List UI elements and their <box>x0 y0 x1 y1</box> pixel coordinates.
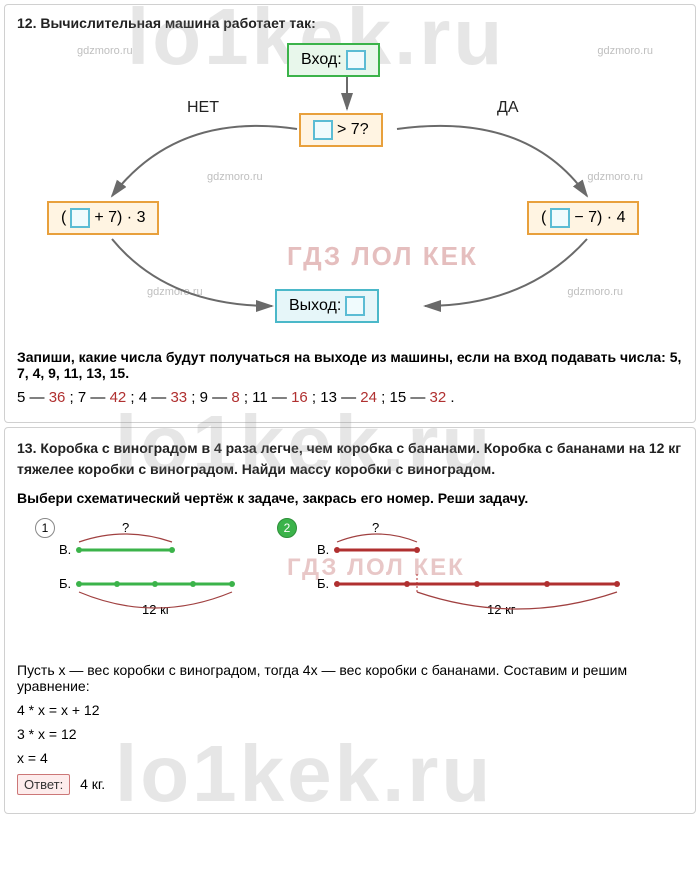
input-label: Вход: <box>301 51 342 69</box>
flowchart: gdzmoro.ru gdzmoro.ru gdzmoro.ru gdzmoro… <box>17 41 683 341</box>
answer-value: 4 кг. <box>80 776 105 792</box>
input-slot <box>346 50 366 70</box>
solution-line: 4 * x = x + 12 <box>17 702 683 718</box>
right-expr-a: ( <box>541 209 546 227</box>
left-expr-slot <box>70 208 90 228</box>
solution-block: Пусть x — вес коробки с виноградом, тогд… <box>17 662 683 766</box>
schemes-area: ГДЗ ЛОЛ КЕК 1 В. Б. ? 12 кг 2 В. Б. ? 12… <box>17 514 683 654</box>
problem-12-card: 12. Вычислительная машина работает так: … <box>4 4 696 423</box>
solution-line: 3 * x = 12 <box>17 726 683 742</box>
no-label: НЕТ <box>187 99 219 117</box>
solution-line: x = 4 <box>17 750 683 766</box>
solution-line: Пусть x — вес коробки с виноградом, тогд… <box>17 662 683 694</box>
input-box: Вход: <box>287 43 380 77</box>
right-expr-box: ( − 7) · 4 <box>527 201 639 235</box>
problem-12-answers: 5 — 36 ; 7 — 42 ; 4 — 33 ; 9 — 8 ; 11 — … <box>17 389 683 406</box>
output-slot <box>345 296 365 316</box>
problem-13-subtitle: Выбери схематический чертёж к задаче, за… <box>17 490 683 506</box>
right-expr-b: − 7) · 4 <box>574 209 625 227</box>
cond-slot <box>313 120 333 140</box>
condition-box: > 7? <box>299 113 383 147</box>
cond-text: > 7? <box>337 121 369 139</box>
scheme2-svg <box>17 514 693 654</box>
right-expr-slot <box>550 208 570 228</box>
yes-label: ДА <box>497 99 519 117</box>
problem-13-card: lo1kek.ru lo1kek.ru 13. Коробка с виногр… <box>4 427 696 814</box>
output-label: Выход: <box>289 297 341 315</box>
problem-12-title: 12. Вычислительная машина работает так: <box>17 15 683 31</box>
left-expr-box: ( + 7) · 3 <box>47 201 159 235</box>
left-expr-b: + 7) · 3 <box>94 209 145 227</box>
answer-line: Ответ: 4 кг. <box>17 774 683 795</box>
problem-13-title: 13. Коробка с виноградом в 4 раза легче,… <box>17 438 683 480</box>
answer-label: Ответ: <box>17 774 70 795</box>
output-box: Выход: <box>275 289 379 323</box>
left-expr-a: ( <box>61 209 66 227</box>
problem-12-question: Запиши, какие числа будут получаться на … <box>17 349 683 381</box>
